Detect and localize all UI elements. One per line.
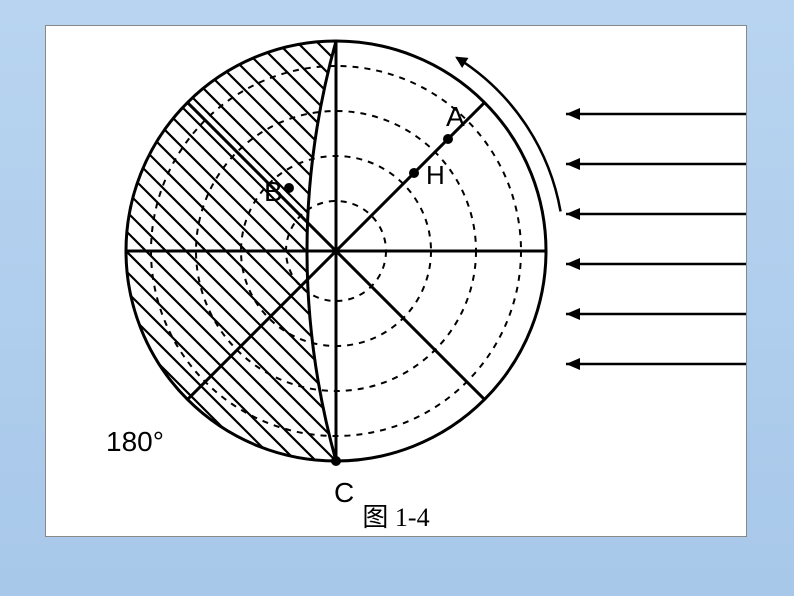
diagram-svg: AHBC bbox=[46, 26, 746, 536]
diagram-paper: AHBC 180° 图 1-4 bbox=[45, 25, 747, 537]
svg-text:A: A bbox=[446, 101, 465, 132]
degree-label: 180° bbox=[106, 426, 164, 458]
svg-text:B: B bbox=[264, 176, 283, 207]
figure-caption: 图 1-4 bbox=[46, 497, 746, 534]
svg-text:H: H bbox=[426, 160, 445, 190]
